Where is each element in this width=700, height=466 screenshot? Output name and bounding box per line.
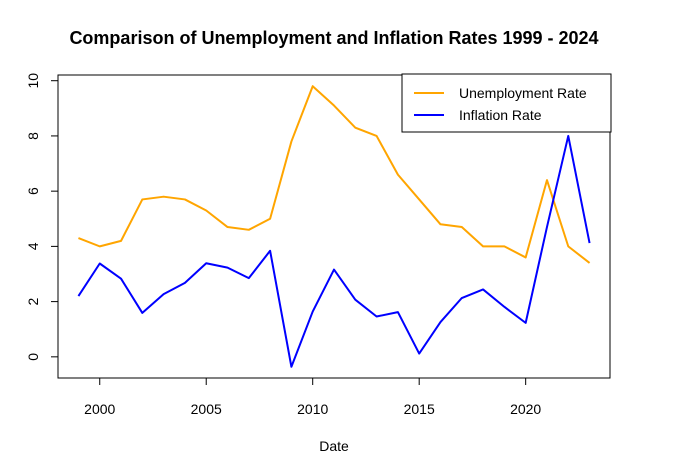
x-axis-label: Date xyxy=(319,438,349,454)
y-axis: 0 2 4 6 8 10 xyxy=(25,73,58,361)
y-tick-label: 0 xyxy=(25,353,41,361)
x-tick-label: 2000 xyxy=(84,401,115,417)
x-axis: 2000 2005 2010 2015 2020 xyxy=(84,378,541,417)
y-tick-label: 2 xyxy=(25,298,41,306)
y-tick-label: 4 xyxy=(25,242,41,250)
y-tick-label: 6 xyxy=(25,187,41,195)
series-layer xyxy=(77,85,591,368)
plot-area-frame xyxy=(57,74,611,379)
series-line-unemployment-rate xyxy=(78,85,591,264)
x-tick-label: 2020 xyxy=(510,401,541,417)
x-tick-label: 2005 xyxy=(191,401,222,417)
series-line-inflation-rate xyxy=(77,134,591,368)
legend-box xyxy=(401,73,612,133)
y-tick-label: 10 xyxy=(25,73,41,89)
x-tick-label: 2015 xyxy=(404,401,435,417)
x-tick-label: 2010 xyxy=(297,401,328,417)
y-tick-label: 8 xyxy=(25,132,41,140)
legend-label: Inflation Rate xyxy=(459,107,542,123)
legend-label: Unemployment Rate xyxy=(459,85,587,101)
chart-title: Comparison of Unemployment and Inflation… xyxy=(69,28,598,48)
legend: Unemployment Rate Inflation Rate xyxy=(401,73,612,133)
